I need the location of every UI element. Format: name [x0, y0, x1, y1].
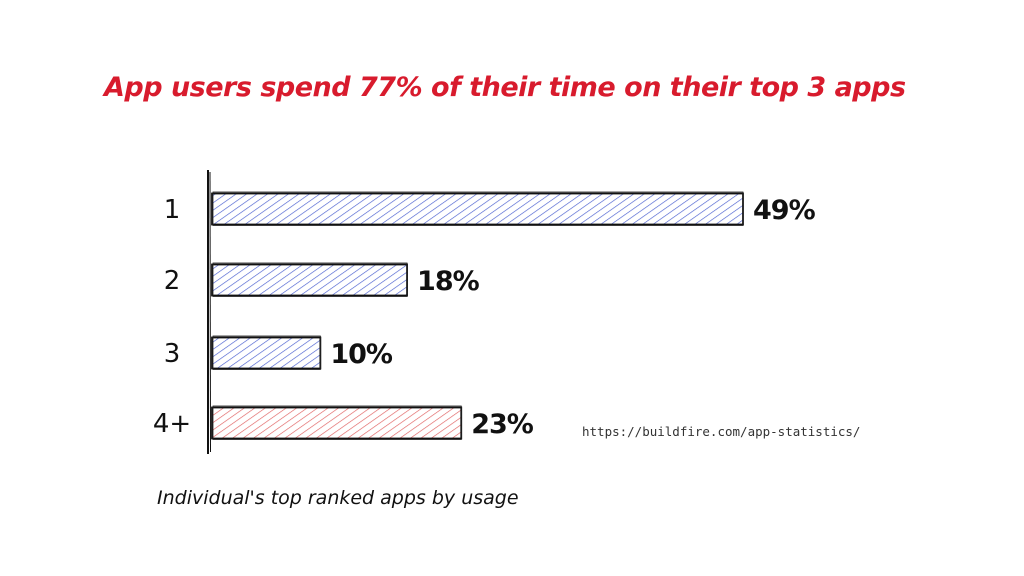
x-axis-label: Individual's top ranked apps by usage	[157, 487, 519, 509]
value-label: 18%	[417, 266, 480, 297]
y-tick-label: 2	[164, 266, 181, 296]
bar-4+	[211, 406, 463, 440]
bar-1	[211, 192, 744, 226]
y-tick-label: 1	[164, 195, 181, 225]
bar-outline-2	[212, 262, 408, 297]
bar-outline-4+	[212, 405, 462, 440]
value-label: 10%	[330, 339, 393, 370]
value-label: 49%	[753, 195, 816, 226]
bar-2	[211, 263, 408, 297]
source-link[interactable]: https://buildfire.com/app-statistics/	[582, 424, 860, 439]
bar-outline-3	[212, 335, 321, 370]
chart-title: App users spend 77% of their time on the…	[102, 72, 906, 103]
y-axis	[207, 170, 211, 454]
bar-outline-1	[212, 191, 744, 226]
bars	[211, 191, 744, 440]
value-label: 23%	[471, 409, 534, 440]
value-labels: 49% 18% 10% 23%	[330, 195, 816, 440]
y-tick-label: 4+	[153, 409, 191, 439]
bar-3	[211, 336, 322, 370]
y-tick-labels: 1 2 3 4+	[153, 195, 191, 439]
y-tick-label: 3	[164, 339, 181, 369]
